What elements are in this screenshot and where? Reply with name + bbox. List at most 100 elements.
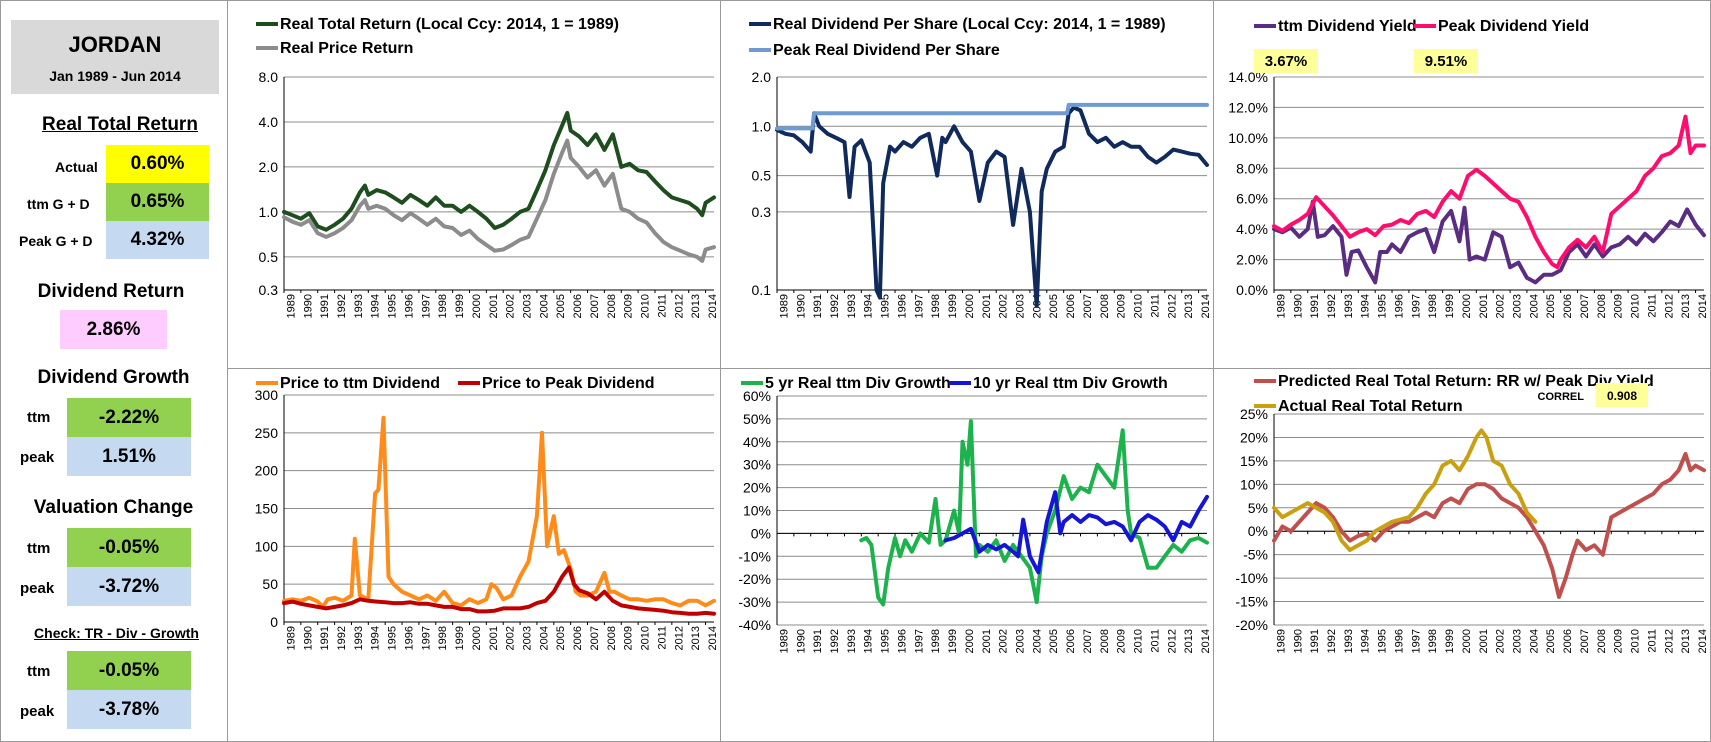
y-tick-label: 0.5 xyxy=(752,168,772,184)
y-tick-label: 0.0% xyxy=(1236,282,1268,298)
x-tick-label: 1995 xyxy=(387,626,399,650)
x-tick-label: 1995 xyxy=(880,294,892,318)
dg-peak-label: peak xyxy=(20,449,55,466)
actual-label: Actual xyxy=(55,159,98,175)
annotation-box xyxy=(1414,49,1478,73)
x-tick-label: 1989 xyxy=(778,629,790,653)
x-tick-label: 1999 xyxy=(1444,294,1456,318)
x-tick-label: 2005 xyxy=(1545,294,1557,318)
x-tick-label: 1997 xyxy=(1410,294,1422,318)
x-tick-label: 1995 xyxy=(880,629,892,653)
series-line xyxy=(859,419,1209,607)
x-tick-label: 1998 xyxy=(930,629,942,653)
legend-label: Peak Dividend Yield xyxy=(1438,18,1589,35)
x-tick-label: 2009 xyxy=(1116,294,1128,318)
x-tick-label: 2002 xyxy=(505,294,517,318)
x-tick-label: 1993 xyxy=(353,626,365,650)
x-tick-label: 2000 xyxy=(1461,629,1473,653)
x-tick-label: 1997 xyxy=(1410,629,1422,653)
x-tick-label: 2006 xyxy=(572,294,584,318)
y-tick-label: 150 xyxy=(255,501,279,517)
x-tick-label: 1992 xyxy=(1326,294,1338,318)
x-tick-label: 1993 xyxy=(1343,629,1355,653)
divider-mid2 xyxy=(1213,0,1214,742)
x-tick-label: 2010 xyxy=(640,294,652,318)
x-tick-label: 1989 xyxy=(285,294,297,318)
x-tick-label: 1993 xyxy=(846,294,858,318)
x-tick-label: 2009 xyxy=(1116,629,1128,653)
dividend-return-title: Dividend Return xyxy=(37,281,185,302)
dg-peak-value: 1.51% xyxy=(67,437,191,476)
legend-label: Actual Real Total Return xyxy=(1278,398,1463,415)
x-tick-label: 2008 xyxy=(1099,629,1111,653)
y-tick-label: -10% xyxy=(1235,570,1268,586)
x-tick-label: 2012 xyxy=(1663,629,1675,653)
x-tick-label: 1996 xyxy=(896,294,908,318)
x-tick-label: 2010 xyxy=(1630,629,1642,653)
x-tick-label: 2010 xyxy=(1133,294,1145,318)
x-tick-label: 1992 xyxy=(1326,629,1338,653)
series-line xyxy=(282,138,716,263)
chart-price-to-dividend: 0 50 100 150 200 250 300 1989 1990 1991 1992 1993 19… xyxy=(255,375,719,650)
x-tick-label: 2014 xyxy=(1200,294,1212,318)
x-tick-label: 2006 xyxy=(1562,629,1574,653)
y-tick-label: 12.0% xyxy=(1228,99,1268,115)
x-tick-label: 2006 xyxy=(1562,294,1574,318)
x-tick-label: 2004 xyxy=(1528,629,1540,653)
x-tick-label: 2007 xyxy=(1082,629,1094,653)
legend-label: Real Dividend Per Share (Local Ccy: 2014… xyxy=(773,16,1166,33)
x-tick-label: 2007 xyxy=(1579,629,1591,653)
x-tick-label: 2013 xyxy=(690,626,702,650)
vc-ttm-label: ttm xyxy=(27,540,51,557)
summary-panel: JORDAN Jan 1989 - Jun 2014 Real Total Re… xyxy=(0,0,226,740)
y-tick-label: 25% xyxy=(1240,406,1268,422)
x-tick-label: 1994 xyxy=(370,294,382,318)
series-line xyxy=(1272,199,1706,285)
x-tick-label: 2013 xyxy=(1680,294,1692,318)
dg-ttm-label: ttm xyxy=(27,409,51,426)
x-tick-label: 2002 xyxy=(1495,629,1507,653)
legend-label: 5 yr Real ttm Div Growth xyxy=(765,375,951,392)
y-tick-label: 0 xyxy=(270,614,278,630)
x-tick-label: 1992 xyxy=(829,629,841,653)
correl-label: CORREL xyxy=(1538,391,1585,403)
x-tick-label: 1993 xyxy=(1343,294,1355,318)
correl-value: 0.908 xyxy=(1607,389,1637,403)
x-tick-label: 1990 xyxy=(302,294,314,318)
x-tick-label: 2002 xyxy=(998,294,1010,318)
x-tick-label: 1994 xyxy=(1360,294,1372,318)
x-tick-label: 2006 xyxy=(1065,294,1077,318)
x-tick-label: 2013 xyxy=(690,294,702,318)
x-tick-label: 2007 xyxy=(589,294,601,318)
x-tick-label: 2005 xyxy=(1048,629,1060,653)
y-tick-label: 40% xyxy=(743,434,771,450)
x-tick-label: 1990 xyxy=(1292,294,1304,318)
x-tick-label: 1997 xyxy=(913,294,925,318)
x-tick-label: 2010 xyxy=(1133,629,1145,653)
x-tick-label: 1990 xyxy=(795,294,807,318)
dg-ttm-value: -2.22% xyxy=(67,398,191,437)
legend-label: Real Total Return (Local Ccy: 2014, 1 = … xyxy=(280,16,619,33)
x-tick-label: 2007 xyxy=(1579,294,1591,318)
x-tick-label: 1999 xyxy=(947,294,959,318)
x-tick-label: 1992 xyxy=(336,626,348,650)
x-tick-label: 2007 xyxy=(1082,294,1094,318)
y-tick-label: 20% xyxy=(743,480,771,496)
annotation-label: 9.51% xyxy=(1425,53,1468,70)
divider-row xyxy=(227,368,1711,369)
ttm-gd-value: 0.65% xyxy=(106,183,209,221)
x-tick-label: 1997 xyxy=(420,626,432,650)
vc-ttm-value: -0.05% xyxy=(67,528,191,567)
country-header: JORDAN Jan 1989 - Jun 2014 xyxy=(11,20,219,94)
y-tick-label: 0% xyxy=(751,525,771,541)
x-tick-label: 2002 xyxy=(1495,294,1507,318)
divider-left xyxy=(227,0,228,742)
ttm-gd-label: ttm G + D xyxy=(27,196,90,212)
x-tick-label: 1996 xyxy=(1393,629,1405,653)
legend-label: 10 yr Real ttm Div Growth xyxy=(973,375,1168,392)
x-tick-label: 2008 xyxy=(1596,294,1608,318)
chart-real-dividend-per-share: 0.1 0.3 0.5 1.0 2.0 1989 1990 1991 1992 1993 1994 1… xyxy=(749,16,1212,318)
y-tick-label: 5% xyxy=(1248,500,1268,516)
y-tick-label: 0.5 xyxy=(259,249,279,265)
y-tick-label: 200 xyxy=(255,463,279,479)
